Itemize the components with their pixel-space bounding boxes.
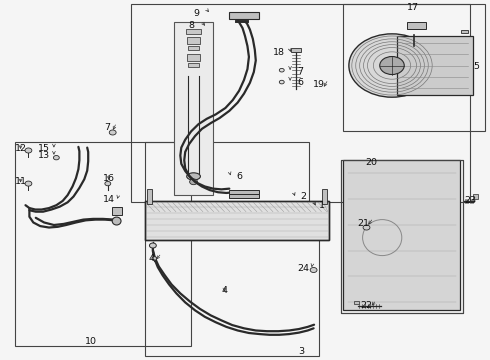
Bar <box>354 301 359 304</box>
Bar <box>397 36 473 95</box>
Circle shape <box>310 267 317 273</box>
Bar <box>343 160 460 310</box>
Text: 1: 1 <box>319 201 325 210</box>
Bar <box>291 48 301 52</box>
Text: 17: 17 <box>407 3 419 12</box>
Bar <box>341 160 463 313</box>
Text: 19: 19 <box>313 80 324 89</box>
Text: 15: 15 <box>38 144 50 153</box>
Text: 5: 5 <box>473 62 479 71</box>
Bar <box>112 207 122 215</box>
Circle shape <box>380 57 404 75</box>
Text: 7: 7 <box>297 67 303 76</box>
Bar <box>131 4 470 202</box>
Bar <box>188 63 199 67</box>
Text: 7: 7 <box>104 123 110 132</box>
Text: 11: 11 <box>15 177 26 186</box>
Text: 4: 4 <box>149 254 155 263</box>
Bar <box>229 194 259 198</box>
Bar <box>343 4 485 131</box>
Text: 9: 9 <box>193 9 199 18</box>
Bar <box>145 238 318 356</box>
Bar <box>322 189 327 204</box>
Ellipse shape <box>187 173 200 180</box>
Bar <box>186 29 201 34</box>
Bar <box>145 201 329 240</box>
Text: 6: 6 <box>236 172 242 181</box>
Circle shape <box>190 179 197 185</box>
Text: 3: 3 <box>298 346 304 355</box>
Text: 6: 6 <box>297 77 303 86</box>
Text: 23: 23 <box>465 197 476 205</box>
Text: 14: 14 <box>103 195 115 204</box>
Circle shape <box>53 156 59 160</box>
Bar <box>174 22 213 195</box>
Circle shape <box>279 68 284 72</box>
Text: 10: 10 <box>85 337 97 346</box>
Circle shape <box>279 80 284 84</box>
Text: 13: 13 <box>38 151 50 160</box>
Text: 16: 16 <box>103 174 115 183</box>
Text: 2: 2 <box>300 192 306 201</box>
Circle shape <box>149 243 156 248</box>
Bar <box>187 54 200 61</box>
Text: 18: 18 <box>273 48 285 57</box>
Bar <box>341 160 463 313</box>
Bar <box>147 189 152 204</box>
Bar <box>229 190 259 194</box>
Circle shape <box>152 257 157 260</box>
Bar <box>229 12 259 19</box>
Bar <box>15 142 191 346</box>
Bar <box>407 22 426 29</box>
Text: 20: 20 <box>366 158 377 167</box>
Text: 12: 12 <box>15 144 26 153</box>
Circle shape <box>25 181 32 186</box>
Text: 24: 24 <box>297 264 309 273</box>
Ellipse shape <box>112 217 121 225</box>
Bar <box>145 142 309 205</box>
Bar <box>473 194 478 199</box>
Circle shape <box>25 148 32 153</box>
Circle shape <box>109 130 116 135</box>
Bar <box>187 37 200 44</box>
Bar <box>461 30 468 33</box>
Circle shape <box>363 225 370 230</box>
Bar <box>145 201 329 240</box>
Text: 4: 4 <box>221 287 227 295</box>
Text: 21: 21 <box>358 219 369 228</box>
Bar <box>188 46 199 50</box>
Text: 22: 22 <box>361 301 372 310</box>
Circle shape <box>105 181 111 186</box>
Text: 8: 8 <box>188 21 194 30</box>
Circle shape <box>349 34 435 97</box>
